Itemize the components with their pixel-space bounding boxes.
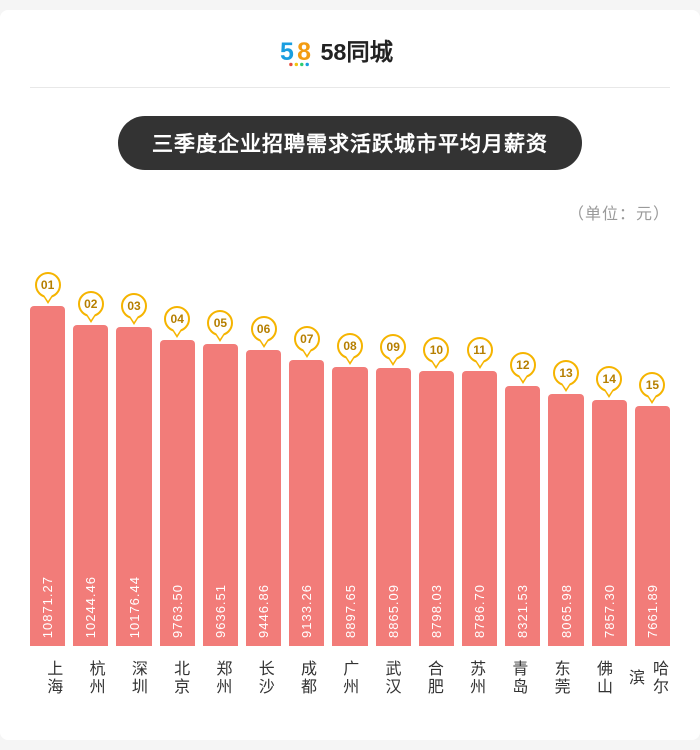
bar-col: 06 9446.86 [246,316,281,646]
bar: 8786.70 [462,371,497,646]
bar-value: 8798.03 [429,584,444,646]
bar-col: 03 10176.44 [116,293,151,646]
bar-value: 10176.44 [127,576,142,646]
bar: 8065.98 [548,394,583,647]
bar: 8798.03 [419,371,454,646]
rank-badge: 02 [78,291,104,317]
rank-badge: 08 [337,333,363,359]
unit-label: （单位：元） [568,200,670,224]
rank-badge: 12 [510,352,536,378]
x-label: 郑州 [199,652,233,700]
rank-badge: 14 [596,366,622,392]
bar-col: 11 8786.70 [462,337,497,646]
bar: 8897.65 [332,367,367,646]
bar: 9763.50 [160,340,195,646]
x-label: 深圳 [115,652,149,700]
bar-col: 01 10871.27 [30,272,65,646]
bar-col: 09 8865.09 [376,334,411,646]
bar-col: 13 8065.98 [548,360,583,647]
bar: 7661.89 [635,406,670,646]
x-label: 东莞 [537,652,571,700]
x-label: 长沙 [241,652,275,700]
bar: 9636.51 [203,344,238,646]
bar-col: 15 7661.89 [635,372,670,646]
bar-col: 08 8897.65 [332,333,367,646]
bar: 7857.30 [592,400,627,646]
bar: 10176.44 [116,327,151,646]
x-label: 佛山 [580,652,614,700]
bar: 8321.53 [505,386,540,647]
x-label: 成都 [284,652,318,700]
logo-text: 58同城 [320,38,393,65]
rank-badge: 10 [423,337,449,363]
x-label: 青岛 [495,652,529,700]
infographic-card: 5 8 58同城 三季度企业招聘需求活跃城市平均月薪资 （单位：元） 01108… [0,10,700,740]
rank-badge: 05 [207,310,233,336]
x-label: 广州 [326,652,360,700]
bar-value: 8065.98 [559,584,574,646]
bar-value: 7661.89 [645,584,660,646]
bar-value: 10871.27 [40,576,55,646]
bar-value: 9446.86 [256,584,271,646]
rank-badge: 03 [121,293,147,319]
bar-col: 05 9636.51 [203,310,238,646]
bar-value: 7857.30 [602,584,617,646]
x-label: 哈尔滨 [622,652,670,700]
bar-value: 9763.50 [170,584,185,646]
rank-badge: 07 [294,326,320,352]
spacer [0,700,700,740]
bar-chart: （单位：元） 01 10871.27 02 10244.46 03 10176.44 04 9… [30,200,670,700]
rank-badge: 13 [553,360,579,386]
logo-5-icon: 5 [280,38,294,66]
bar-value: 8321.53 [515,584,530,646]
rank-badge: 06 [251,316,277,342]
divider [30,87,670,88]
x-label: 上海 [30,652,64,700]
rank-badge: 04 [164,306,190,332]
bar: 9133.26 [289,360,324,646]
bar: 8865.09 [376,368,411,646]
bar: 10871.27 [30,306,65,646]
bar-col: 14 7857.30 [592,366,627,646]
bar: 10244.46 [73,325,108,646]
bars-container: 0110871.270210244.460310176.44049763.500… [30,246,670,646]
x-label: 杭州 [72,652,106,700]
bar-col: 07 9133.26 [289,326,324,646]
x-axis-labels: 上海杭州深圳北京郑州长沙成都广州武汉合肥苏州青岛东莞佛山哈尔滨 [30,652,670,700]
bar-col: 02 10244.46 [73,291,108,646]
x-label: 苏州 [453,652,487,700]
rank-badge: 15 [639,372,665,398]
rank-badge: 11 [467,337,493,363]
brand-logo: 5 8 58同城 [0,10,700,83]
bar-col: 04 9763.50 [160,306,195,646]
x-label: 北京 [157,652,191,700]
bar-value: 8786.70 [472,584,487,646]
bar-value: 8897.65 [343,584,358,646]
bar-value: 9636.51 [213,584,228,646]
bar: 9446.86 [246,350,281,646]
rank-badge: 01 [35,272,61,298]
bar-value: 10244.46 [83,576,98,646]
bar-col: 10 8798.03 [419,337,454,646]
bar-col: 12 8321.53 [505,352,540,647]
bar-value: 9133.26 [299,584,314,646]
bar-value: 8865.09 [386,584,401,646]
rank-badge: 09 [380,334,406,360]
chart-title: 三季度企业招聘需求活跃城市平均月薪资 [118,116,582,170]
x-label: 合肥 [411,652,445,700]
x-label: 武汉 [368,652,402,700]
logo-8-icon: 8 [297,38,311,66]
